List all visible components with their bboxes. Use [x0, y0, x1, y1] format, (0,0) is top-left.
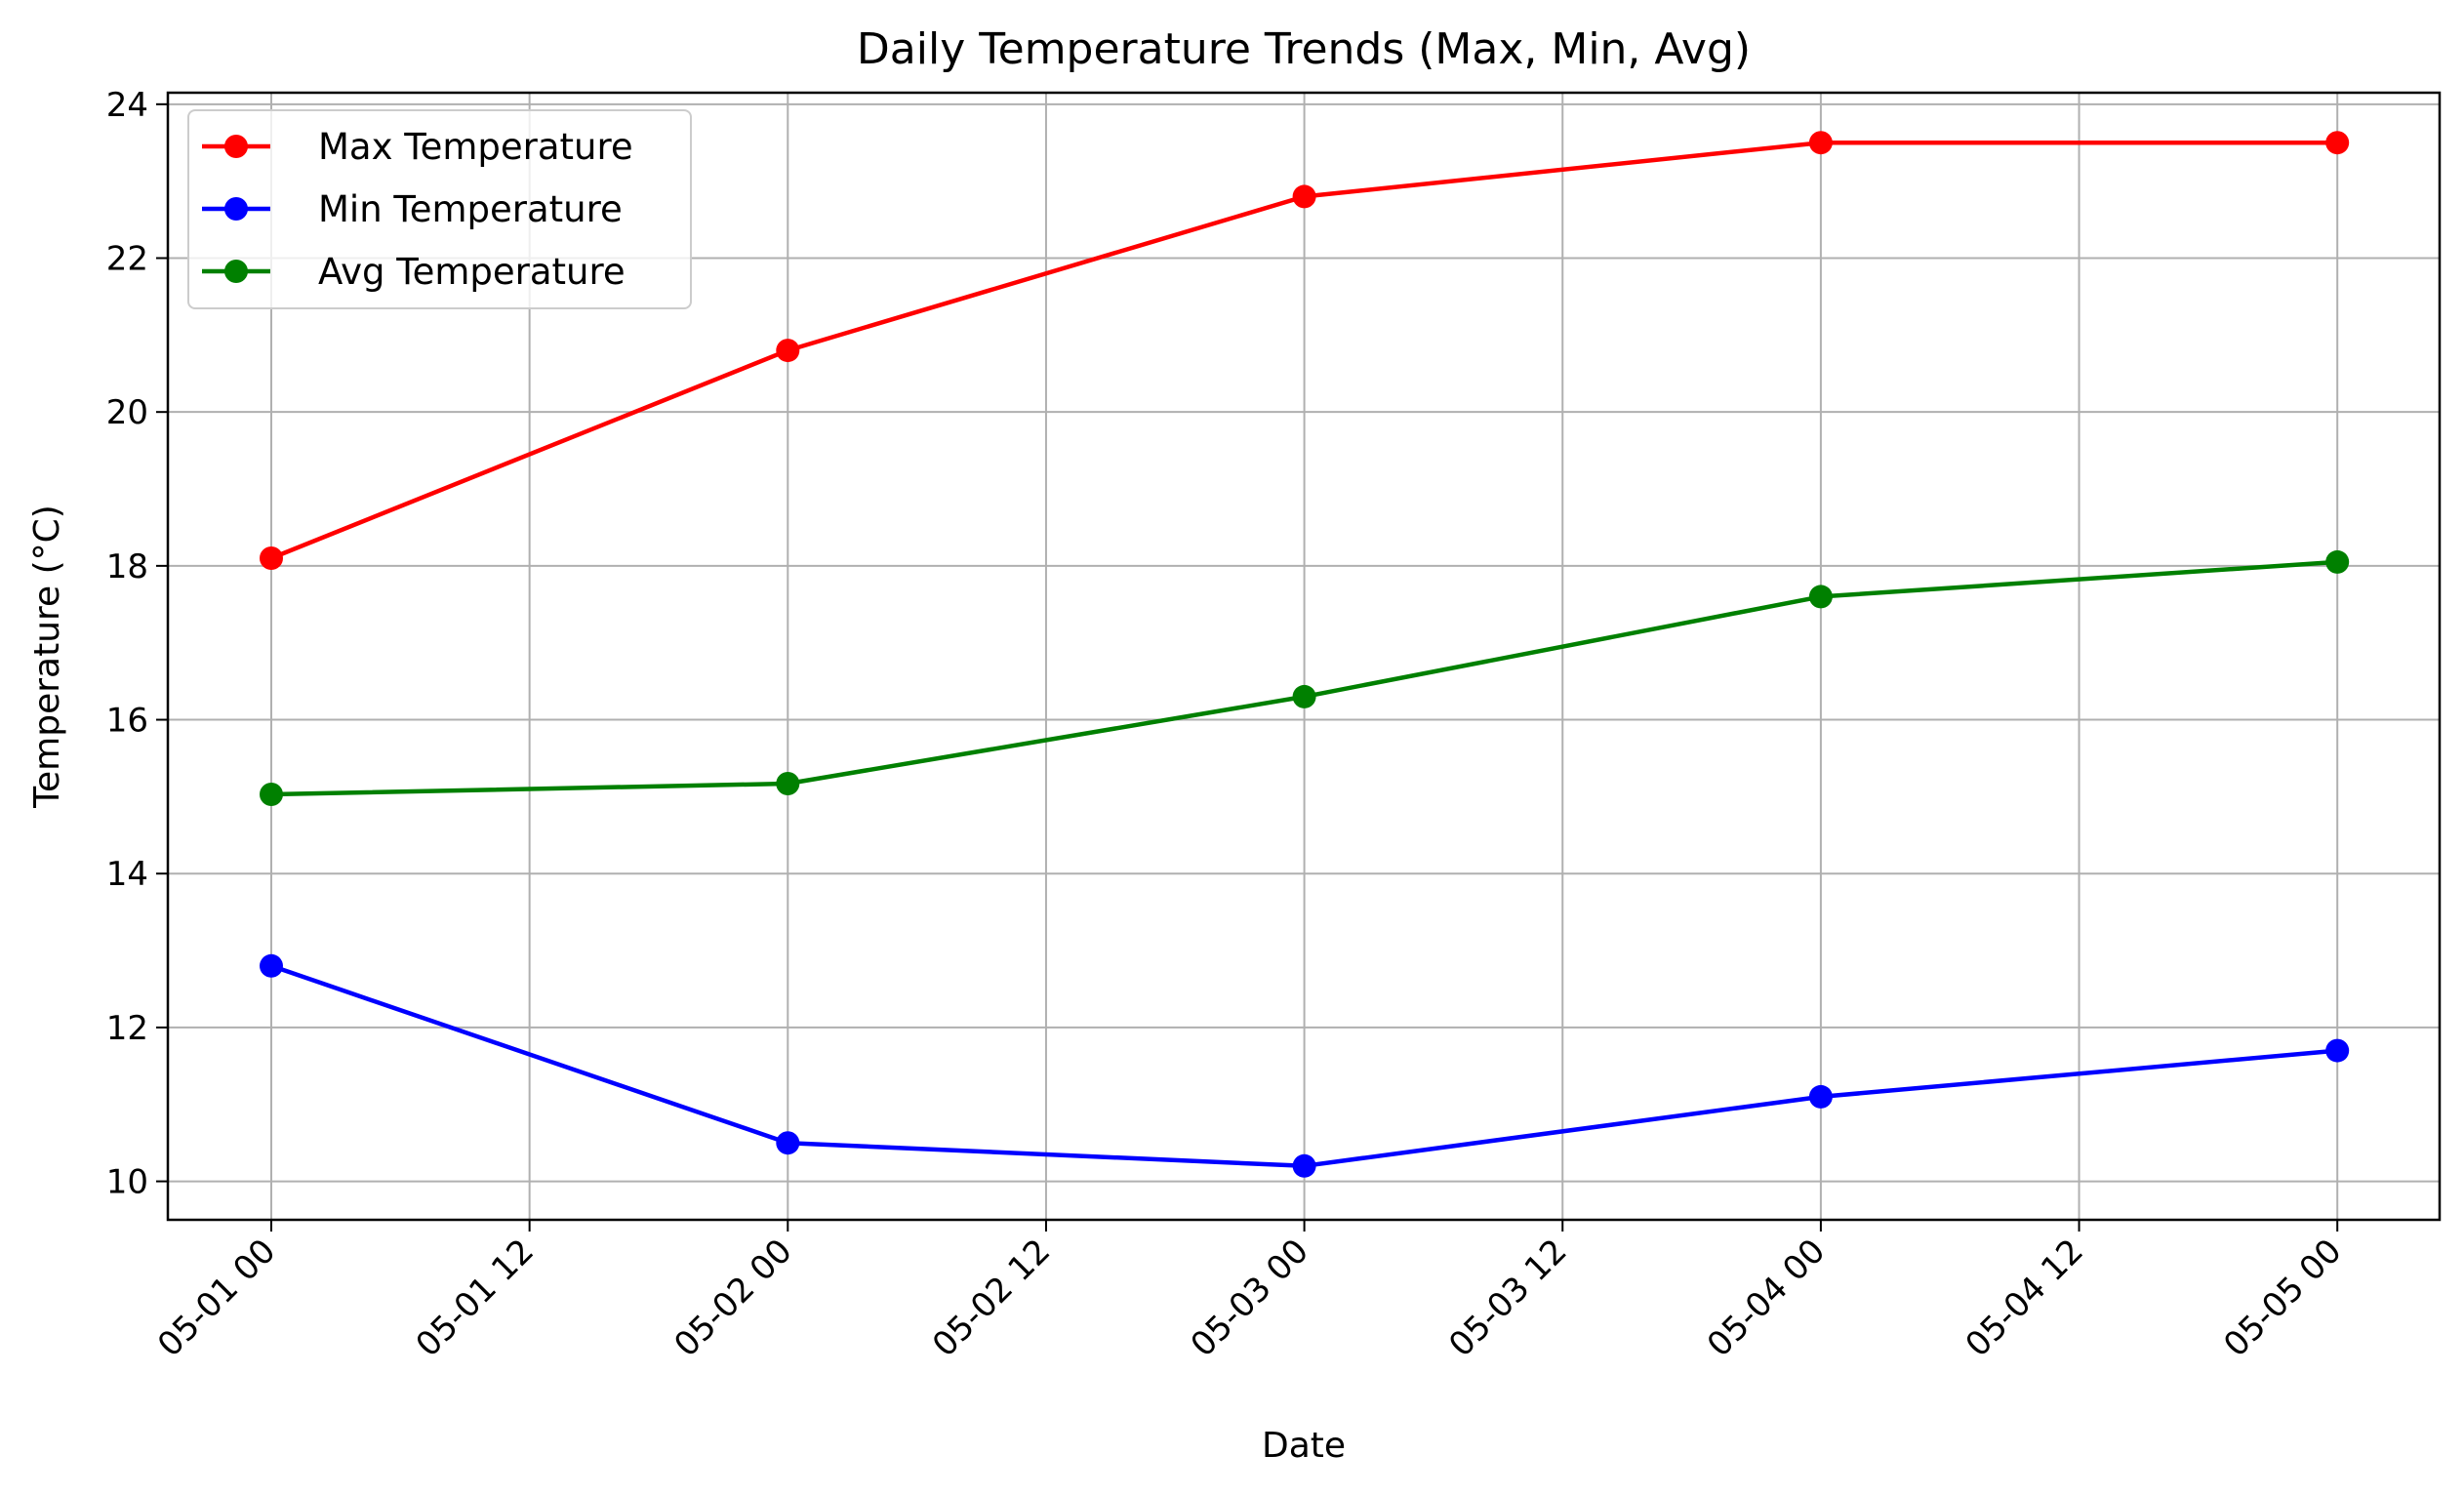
x-axis-label: Date: [1262, 1426, 1346, 1466]
legend-label: Avg Temperature: [318, 251, 626, 293]
legend-label: Min Temperature: [318, 188, 623, 230]
series-layer: [260, 131, 2350, 1178]
legend-marker: [224, 260, 248, 283]
data-point: [2325, 549, 2350, 574]
data-point: [2325, 131, 2350, 155]
y-tick-label: 18: [106, 547, 148, 586]
y-tick-label: 12: [106, 1009, 148, 1048]
legend-item: Max Temperature: [202, 126, 633, 168]
y-tick-label: 20: [106, 393, 148, 432]
y-tick-label: 24: [106, 86, 148, 125]
grid: [168, 93, 2440, 1220]
y-axis-label: Temperature (°C): [27, 505, 67, 809]
data-point: [1292, 684, 1316, 708]
data-point: [776, 772, 800, 795]
data-point: [776, 1131, 800, 1155]
data-point: [2325, 1038, 2350, 1063]
series-1: [260, 131, 2350, 570]
legend-item: Min Temperature: [202, 188, 623, 230]
data-point: [1808, 1084, 1833, 1109]
data-point: [260, 783, 283, 806]
y-tick-label: 22: [106, 240, 148, 279]
legend-label: Max Temperature: [318, 126, 633, 168]
data-point: [1292, 1153, 1316, 1178]
data-point: [1808, 131, 1833, 155]
data-point: [260, 953, 283, 978]
data-point: [776, 339, 800, 363]
data-point: [1292, 184, 1316, 209]
series-3: [260, 549, 2350, 806]
chart-title: Daily Temperature Trends (Max, Min, Avg): [857, 24, 1751, 74]
y-tick-label: 14: [106, 855, 148, 894]
data-point: [260, 546, 283, 570]
legend: Max Temperature Min Temperature Avg Temper…: [187, 109, 692, 309]
legend-marker: [224, 135, 248, 158]
y-tick-label: 10: [106, 1163, 148, 1202]
legend-marker: [224, 197, 248, 221]
legend-box: [187, 109, 692, 309]
data-point: [1808, 585, 1833, 609]
series-2: [260, 953, 2350, 1178]
legend-item: Avg Temperature: [202, 251, 626, 293]
y-tick-label: 16: [106, 702, 148, 741]
